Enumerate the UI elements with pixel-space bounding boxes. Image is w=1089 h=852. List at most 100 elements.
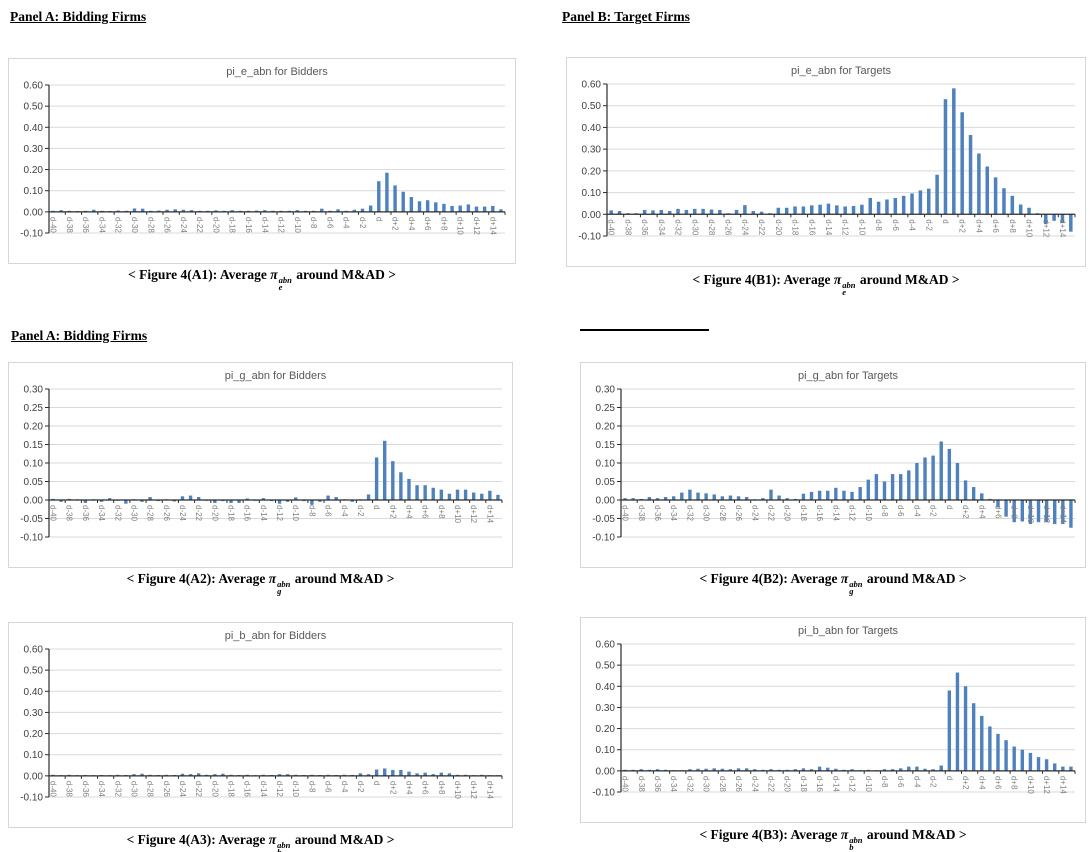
x-tick-label: d-20 xyxy=(783,776,792,793)
bar-d-27 xyxy=(728,769,733,771)
bar-d+8 xyxy=(1012,500,1016,523)
x-tick-label: d-26 xyxy=(724,219,733,236)
bar-d+14 xyxy=(1061,500,1065,525)
bar-d-18 xyxy=(801,493,806,500)
x-tick-label: d xyxy=(374,217,383,221)
y-tick-label: 0.30 xyxy=(596,703,616,714)
x-tick-label: d-22 xyxy=(757,219,766,236)
bar-d-29 xyxy=(712,494,716,500)
x-tick-label: d-14 xyxy=(831,505,840,522)
bar-d-26 xyxy=(736,496,741,500)
bar-d xyxy=(947,690,952,771)
bar-d-8 xyxy=(882,481,887,500)
chart-svg-A1: pi_e_abn for Bidders -0.10 0.00 0.10 0.20 0.3… xyxy=(20,66,506,240)
x-tick-label: d-22 xyxy=(194,505,203,522)
x-tick-label: d-34 xyxy=(97,217,106,234)
bar-d-1 xyxy=(935,174,939,215)
pi-scripts: abn g xyxy=(277,579,291,596)
x-tick-label: d-20 xyxy=(783,505,792,522)
figure-4b3-caption: < Figure 4(B3): Average π abn b around M&A… xyxy=(699,827,967,852)
bar-d-14 xyxy=(826,203,831,215)
x-tick-label: d-26 xyxy=(163,217,172,234)
y-tick-label: 0.10 xyxy=(582,188,602,199)
x-tick-label: d-18 xyxy=(227,781,236,798)
x-tick-label: d-4 xyxy=(340,781,349,793)
x-tick-label: d-32 xyxy=(685,776,694,793)
bar-d-17 xyxy=(809,769,814,771)
x-tick-label: d xyxy=(372,505,381,509)
x-tick-label: d-4 xyxy=(908,219,917,231)
bar-d-18 xyxy=(230,210,234,212)
bar-d+6 xyxy=(993,177,998,215)
x-tick-label: d+14 xyxy=(1058,219,1067,238)
x-tick-label: d-10 xyxy=(291,505,300,522)
y-tick-label: 0.20 xyxy=(596,724,616,735)
x-tick-label: d-6 xyxy=(325,217,334,229)
y-tick-label: -0.10 xyxy=(20,229,43,240)
x-tick-label: d-24 xyxy=(750,776,759,793)
bar-d-33 xyxy=(107,498,112,500)
bar-d-12 xyxy=(277,774,282,776)
bar-d-9 xyxy=(868,198,873,215)
bar-d-4 xyxy=(915,766,919,771)
x-tick-label: d-14 xyxy=(831,776,840,793)
bar-d-16 xyxy=(809,205,814,215)
x-tick-label: d-38 xyxy=(65,217,74,234)
bar-d-11 xyxy=(285,774,290,776)
x-tick-label: d-8 xyxy=(307,505,316,517)
bar-d+5 xyxy=(415,485,419,500)
y-tick-label: 0.20 xyxy=(24,422,44,433)
bar-d-7 xyxy=(890,474,895,500)
bar-d+4 xyxy=(980,715,984,771)
chart-title: pi_e_abn for Bidders xyxy=(226,66,328,78)
x-tick-label: d-2 xyxy=(356,781,365,793)
bar-d+2 xyxy=(963,480,968,500)
bar-d-24 xyxy=(743,205,747,215)
chart-title: pi_b_abn for Targets xyxy=(798,625,899,637)
bar-d+10 xyxy=(1028,752,1033,771)
x-tick-label: d-18 xyxy=(227,505,236,522)
bar-d+12 xyxy=(1043,214,1048,225)
bar-d-36 xyxy=(655,498,660,500)
bar-d+15 xyxy=(1069,500,1073,528)
bar-d-33 xyxy=(680,492,684,500)
x-tick-label: d+8 xyxy=(439,217,448,231)
bar-d+3 xyxy=(971,487,976,500)
bar-d-10 xyxy=(860,204,864,215)
bar-d-24 xyxy=(180,773,185,776)
x-tick-label: d-26 xyxy=(734,505,743,522)
bar-d-18 xyxy=(801,768,806,771)
x-tick-label: d-26 xyxy=(734,776,743,793)
bar-d+2 xyxy=(963,686,968,771)
x-tick-label: d-12 xyxy=(848,776,857,793)
bar-d-22 xyxy=(759,211,764,215)
x-tick-label: d-10 xyxy=(291,781,300,798)
x-tick-label: d xyxy=(945,505,954,509)
x-tick-label: d-32 xyxy=(685,505,694,522)
bar-d-23 xyxy=(751,211,756,215)
bar-d+9 xyxy=(1020,500,1025,522)
bar-d+4 xyxy=(409,197,414,212)
x-tick-label: d+10 xyxy=(1025,219,1034,238)
bar-d-13 xyxy=(842,490,846,500)
x-tick-label: d+6 xyxy=(423,217,432,231)
x-tick-label: d-30 xyxy=(129,781,138,798)
bar-d-33 xyxy=(667,211,672,215)
x-tick-label: d-22 xyxy=(195,217,204,234)
y-tick-label: 0.05 xyxy=(24,477,44,488)
bar-d-1 xyxy=(368,205,373,212)
x-tick-label: d+6 xyxy=(421,505,430,519)
bar-d+13 xyxy=(1053,500,1057,525)
bar-d-28 xyxy=(720,496,725,500)
bar-d-5 xyxy=(334,497,338,500)
x-tick-label: d+2 xyxy=(388,781,397,795)
x-tick-label: d+4 xyxy=(977,776,986,790)
bar-d-37 xyxy=(647,497,652,500)
bar-d xyxy=(377,181,381,212)
bar-d-28 xyxy=(720,768,725,771)
bar-d-21 xyxy=(777,495,781,500)
chart-svg-A2: pi_g_abn for Bidders -0.10 -0.05 0.00 0.05 0.… xyxy=(20,370,503,544)
bar-d-5 xyxy=(336,209,340,212)
x-tick-label: d-16 xyxy=(243,781,252,798)
